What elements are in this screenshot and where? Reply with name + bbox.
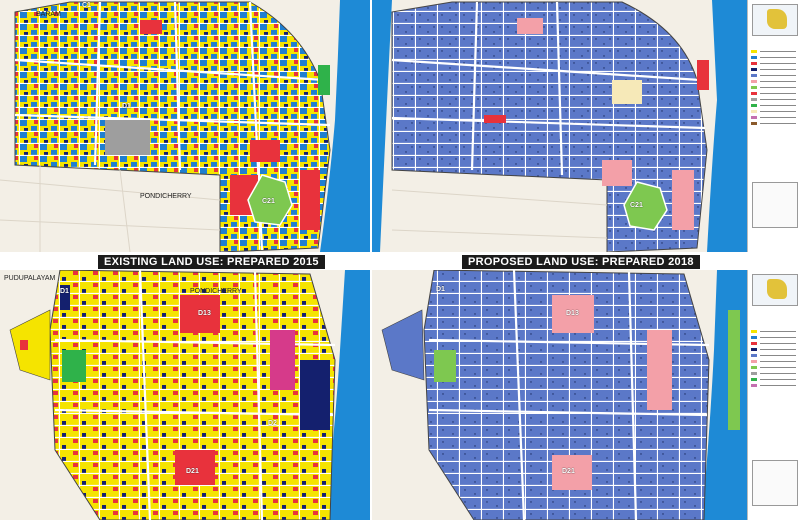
zone-label: D1 xyxy=(436,286,445,293)
map-legend xyxy=(747,270,800,520)
zone-label: D21 xyxy=(186,468,199,475)
place-label: PUDUPALAYAM xyxy=(4,275,56,282)
existing-land-use-map-north[interactable]: C1 D1 C21 BARAM PONDICHERRY xyxy=(0,0,370,252)
place-label: PONDICHERRY xyxy=(140,193,192,200)
map-canvas xyxy=(0,0,370,252)
zone-label: C21 xyxy=(630,202,643,209)
zone-label: C1 xyxy=(82,2,91,9)
proposed-land-use-map-north[interactable]: C21 xyxy=(372,0,800,252)
map-canvas xyxy=(0,270,370,520)
existing-land-use-caption: EXISTING LAND USE: PREPARED 2015 xyxy=(98,255,325,269)
location-inset-map xyxy=(752,274,798,306)
zone-label: D13 xyxy=(198,310,211,317)
map-canvas xyxy=(372,0,800,252)
existing-land-use-map-south[interactable]: PUDUPALAYAM PONDICHERRY D1 D13 D2 D21 xyxy=(0,270,370,520)
place-label: BARAM xyxy=(36,11,61,18)
map-legend xyxy=(747,0,800,252)
zone-label: C21 xyxy=(262,198,275,205)
map-canvas xyxy=(372,270,800,520)
zone-label: D13 xyxy=(566,310,579,317)
location-inset-map xyxy=(752,4,798,36)
proposed-land-use-caption: PROPOSED LAND USE: PREPARED 2018 xyxy=(462,255,700,269)
zone-label: D2 xyxy=(268,420,277,427)
title-block xyxy=(752,460,798,506)
zone-label: D1 xyxy=(60,288,69,295)
place-label: PONDICHERRY xyxy=(190,288,242,295)
zone-label: D21 xyxy=(562,468,575,475)
zone-label: D1 xyxy=(122,103,131,110)
title-block xyxy=(752,182,798,228)
proposed-land-use-map-south[interactable]: D1 D13 D21 xyxy=(372,270,800,520)
